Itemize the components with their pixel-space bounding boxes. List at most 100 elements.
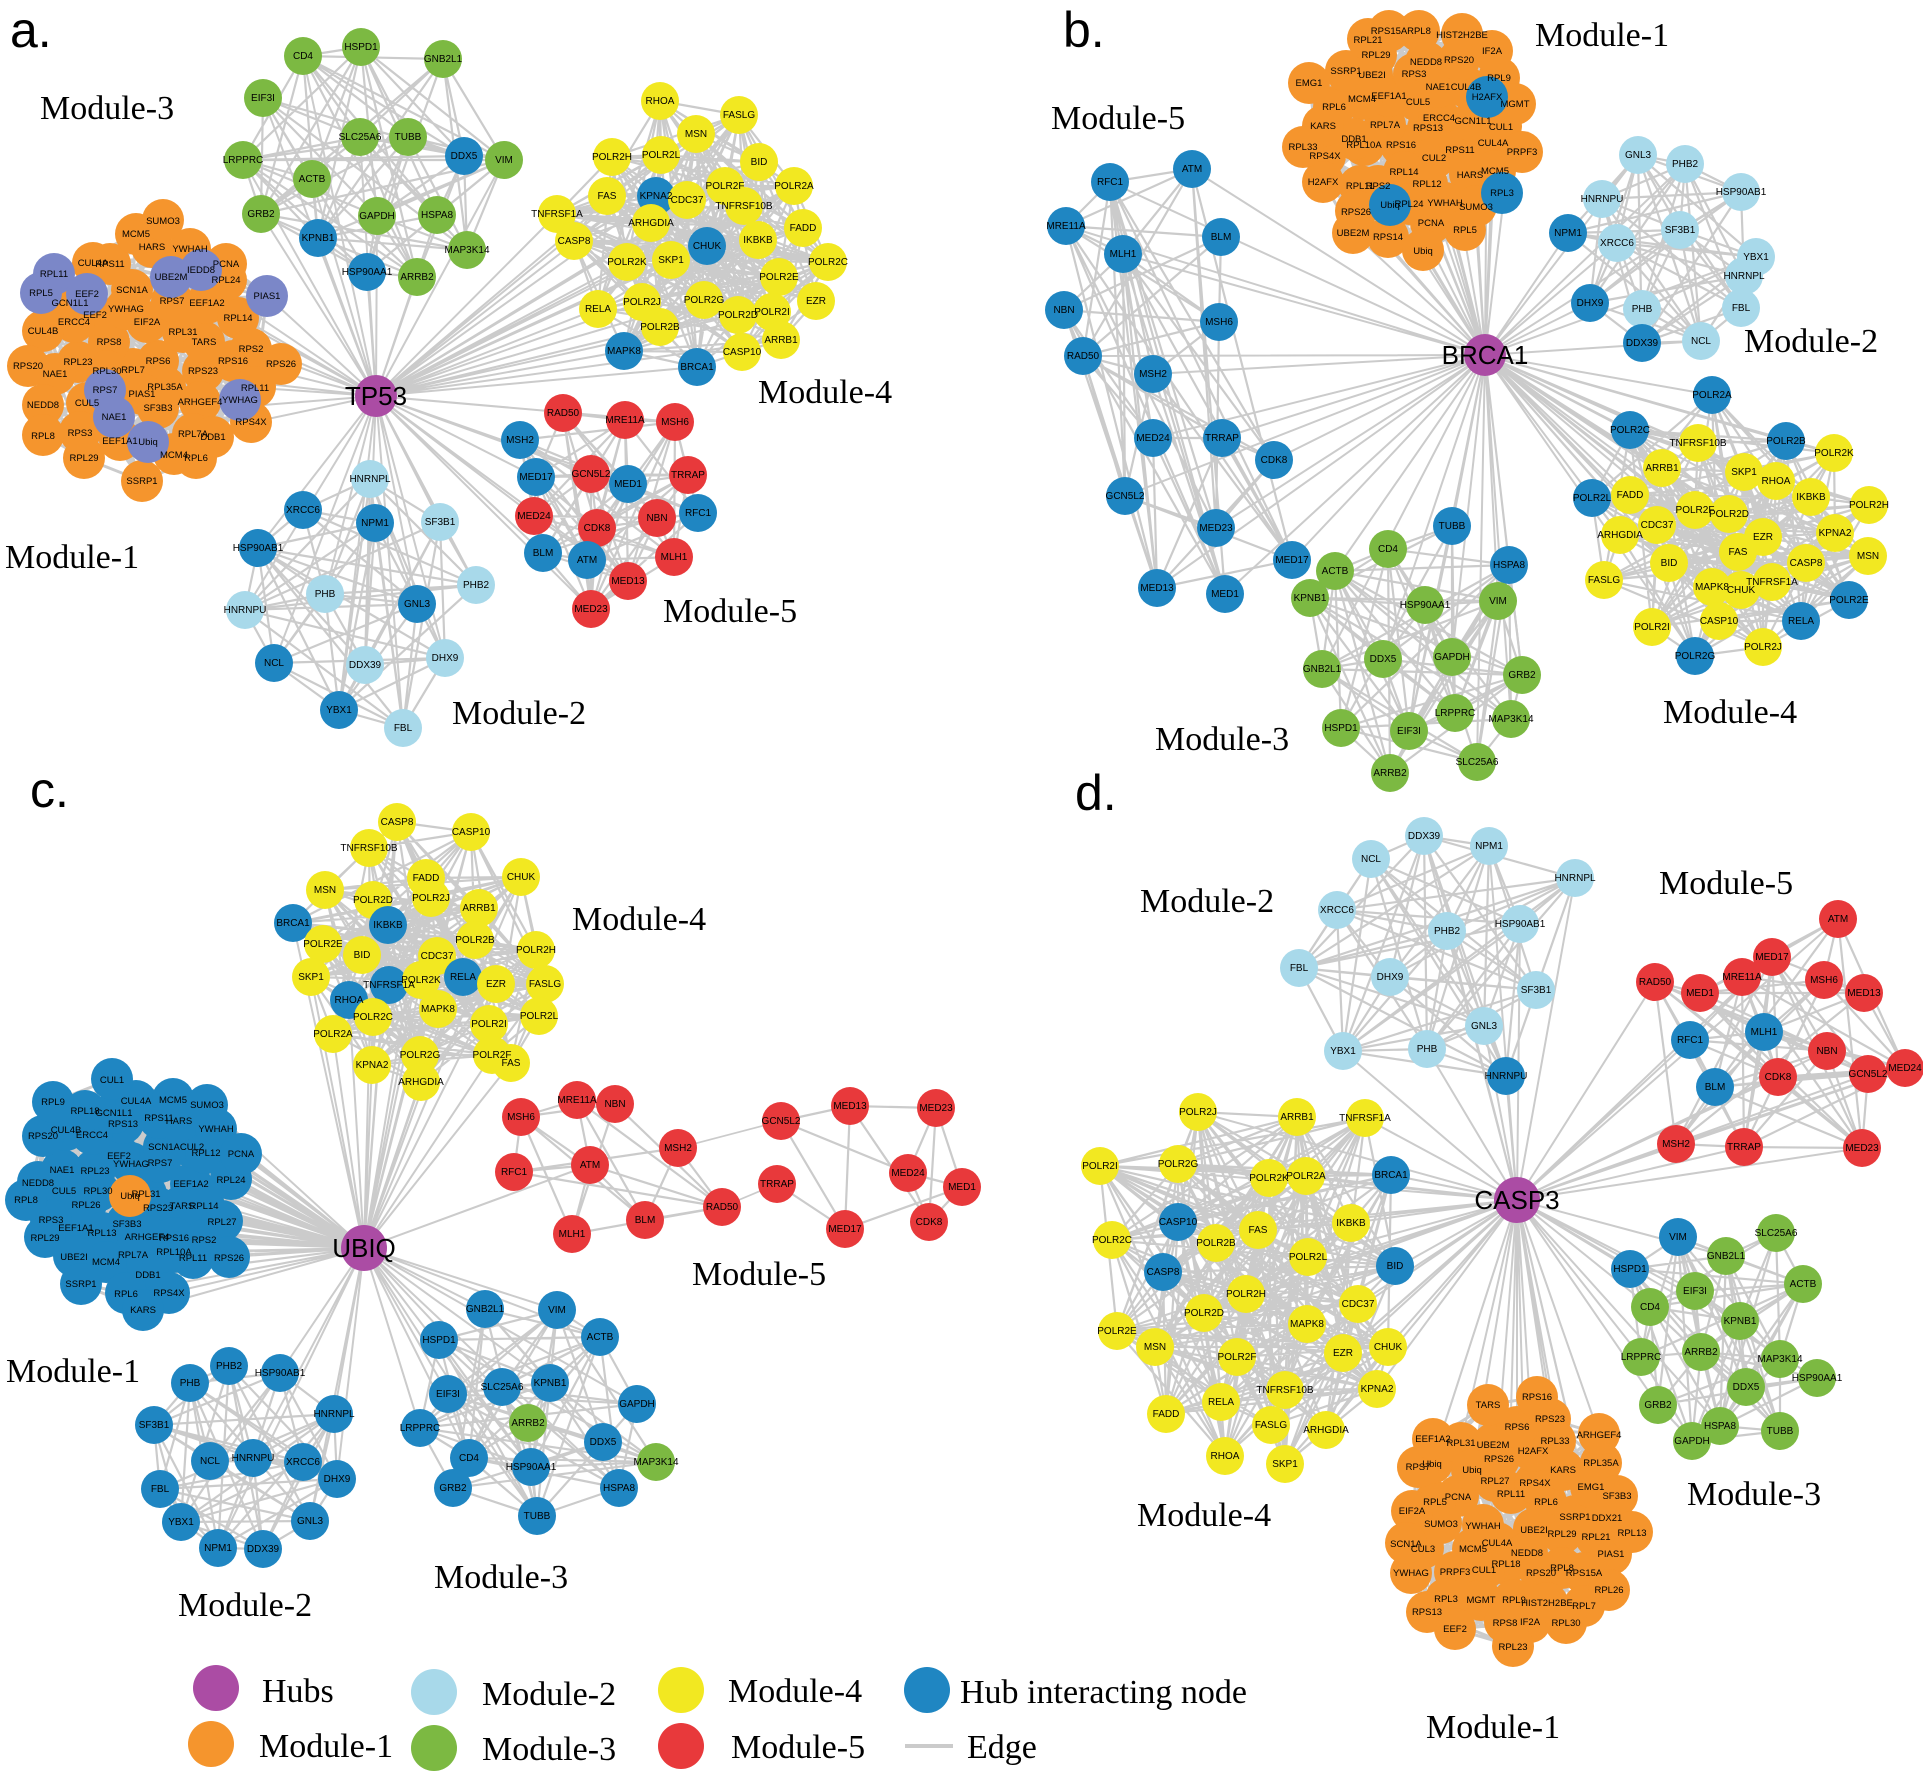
svg-text:MSH2: MSH2: [664, 1143, 692, 1154]
svg-text:RPL12: RPL12: [1412, 179, 1441, 190]
svg-text:GRB2: GRB2: [1508, 670, 1536, 681]
svg-text:KARS: KARS: [130, 1305, 156, 1316]
svg-text:POLR2J: POLR2J: [1744, 642, 1782, 653]
svg-text:TNFRSF1A: TNFRSF1A: [1746, 577, 1798, 588]
svg-text:CD4: CD4: [1378, 544, 1398, 555]
svg-text:ACTB: ACTB: [1322, 566, 1349, 577]
svg-text:RPS7: RPS7: [93, 385, 118, 396]
svg-text:ARHGDIA: ARHGDIA: [1303, 1425, 1349, 1436]
svg-text:MED23: MED23: [1845, 1143, 1879, 1154]
svg-text:BLM: BLM: [1211, 232, 1232, 243]
svg-text:ARHGEF4: ARHGEF4: [1577, 1430, 1622, 1441]
svg-text:Module-4: Module-4: [1663, 694, 1797, 731]
svg-text:TNFRSF1A: TNFRSF1A: [1339, 1113, 1391, 1124]
svg-text:CUL4A: CUL4A: [78, 258, 109, 269]
svg-text:KPNA2: KPNA2: [1361, 1384, 1394, 1395]
svg-text:MED17: MED17: [1755, 952, 1789, 963]
svg-text:POLR2L: POLR2L: [1573, 493, 1612, 504]
svg-text:EZR: EZR: [806, 296, 826, 307]
svg-text:RPL31: RPL31: [1446, 1438, 1475, 1449]
svg-text:GRB2: GRB2: [1644, 1400, 1672, 1411]
svg-text:RPL35A: RPL35A: [1583, 1458, 1619, 1469]
svg-text:GCN1L1: GCN1L1: [52, 298, 89, 309]
svg-text:RPS2: RPS2: [192, 1235, 217, 1246]
svg-text:PHB2: PHB2: [216, 1361, 243, 1372]
svg-text:POLR2I: POLR2I: [754, 307, 790, 318]
svg-text:EIF3I: EIF3I: [251, 93, 275, 104]
svg-text:RPL8: RPL8: [31, 431, 55, 442]
svg-text:ARRB1: ARRB1: [764, 335, 798, 346]
svg-text:HSP90AB1: HSP90AB1: [1716, 187, 1767, 198]
svg-text:PCNA: PCNA: [228, 1149, 255, 1160]
svg-text:HNRNPL: HNRNPL: [1554, 873, 1596, 884]
svg-text:Module-4: Module-4: [758, 374, 892, 411]
svg-text:TUBB: TUBB: [1767, 1426, 1794, 1437]
svg-text:ACTB: ACTB: [587, 1332, 614, 1343]
svg-text:KPNA2: KPNA2: [640, 191, 673, 202]
svg-text:RPS26: RPS26: [1484, 1454, 1514, 1465]
svg-text:POLR2D: POLR2D: [353, 895, 393, 906]
svg-text:CASP8: CASP8: [381, 817, 414, 828]
svg-text:RPS4X: RPS4X: [1309, 151, 1341, 162]
svg-text:FASLG: FASLG: [1588, 575, 1620, 586]
svg-text:VIM: VIM: [1669, 1232, 1687, 1243]
svg-text:HNRNPU: HNRNPU: [1485, 1071, 1528, 1082]
svg-text:MED23: MED23: [574, 604, 608, 615]
svg-text:RPS20: RPS20: [1444, 55, 1474, 66]
svg-text:TRRAP: TRRAP: [760, 1179, 794, 1190]
svg-text:YBX1: YBX1: [1743, 252, 1769, 263]
svg-text:EEF2: EEF2: [1443, 1624, 1467, 1635]
svg-text:MED17: MED17: [828, 1224, 862, 1235]
svg-text:CDK8: CDK8: [916, 1217, 943, 1228]
svg-text:SLC25A6: SLC25A6: [1755, 1228, 1798, 1239]
svg-text:MSH2: MSH2: [1662, 1139, 1690, 1150]
svg-text:BRCA1: BRCA1: [680, 362, 714, 373]
svg-text:ERCC4: ERCC4: [1423, 113, 1455, 124]
svg-text:POLR2G: POLR2G: [684, 295, 725, 306]
svg-text:FADD: FADD: [413, 873, 440, 884]
svg-text:RPL26: RPL26: [1594, 1585, 1623, 1596]
svg-text:NCL: NCL: [1691, 336, 1711, 347]
svg-text:ERCC4: ERCC4: [76, 1130, 108, 1141]
svg-text:RPS8: RPS8: [1493, 1618, 1518, 1629]
svg-text:Module-3: Module-3: [434, 1559, 568, 1596]
svg-text:MSH6: MSH6: [1810, 975, 1838, 986]
svg-text:TNFRSF1A: TNFRSF1A: [531, 209, 583, 220]
svg-text:EEF2: EEF2: [107, 1151, 131, 1162]
svg-text:POLR2D: POLR2D: [1184, 1308, 1224, 1319]
svg-text:SSRP1: SSRP1: [1330, 66, 1361, 77]
svg-text:HARS: HARS: [1457, 170, 1483, 181]
svg-text:POLR2F: POLR2F: [706, 181, 745, 192]
svg-text:POLR2J: POLR2J: [623, 297, 661, 308]
svg-text:TUBB: TUBB: [524, 1511, 551, 1522]
svg-text:RPL21: RPL21: [1353, 35, 1382, 46]
svg-text:LRPPRC: LRPPRC: [400, 1423, 441, 1434]
svg-text:POLR2C: POLR2C: [808, 257, 848, 268]
svg-text:NBN: NBN: [604, 1099, 625, 1110]
svg-text:MAP3K14: MAP3K14: [633, 1457, 678, 1468]
svg-text:RPS3: RPS3: [39, 1215, 64, 1226]
svg-text:RPL29: RPL29: [69, 453, 98, 464]
svg-text:RPL26: RPL26: [71, 1200, 100, 1211]
svg-text:XRCC6: XRCC6: [1600, 238, 1634, 249]
svg-text:RPL6: RPL6: [1322, 102, 1346, 113]
svg-text:POLR2B: POLR2B: [1196, 1238, 1236, 1249]
svg-text:PIAS1: PIAS1: [129, 389, 156, 400]
svg-text:MLH1: MLH1: [1110, 249, 1137, 260]
svg-text:SLC25A6: SLC25A6: [339, 132, 382, 143]
svg-text:CUL5: CUL5: [75, 398, 99, 409]
svg-text:RPL6: RPL6: [1534, 1497, 1558, 1508]
svg-text:RPL14: RPL14: [223, 313, 252, 324]
svg-text:POLR2G: POLR2G: [400, 1050, 441, 1061]
svg-text:RPL9: RPL9: [1487, 73, 1511, 84]
svg-text:MCM5: MCM5: [1459, 1544, 1487, 1555]
svg-text:RELA: RELA: [1788, 616, 1814, 627]
svg-text:Module-5: Module-5: [663, 593, 797, 630]
svg-text:CD4: CD4: [1640, 1302, 1660, 1313]
svg-text:CASP8: CASP8: [558, 236, 591, 247]
svg-text:MED1: MED1: [948, 1182, 976, 1193]
svg-text:MSN: MSN: [314, 885, 336, 896]
svg-text:NBN: NBN: [646, 513, 667, 524]
svg-text:SF3B1: SF3B1: [1521, 985, 1552, 996]
svg-text:POLR2E: POLR2E: [303, 939, 343, 950]
